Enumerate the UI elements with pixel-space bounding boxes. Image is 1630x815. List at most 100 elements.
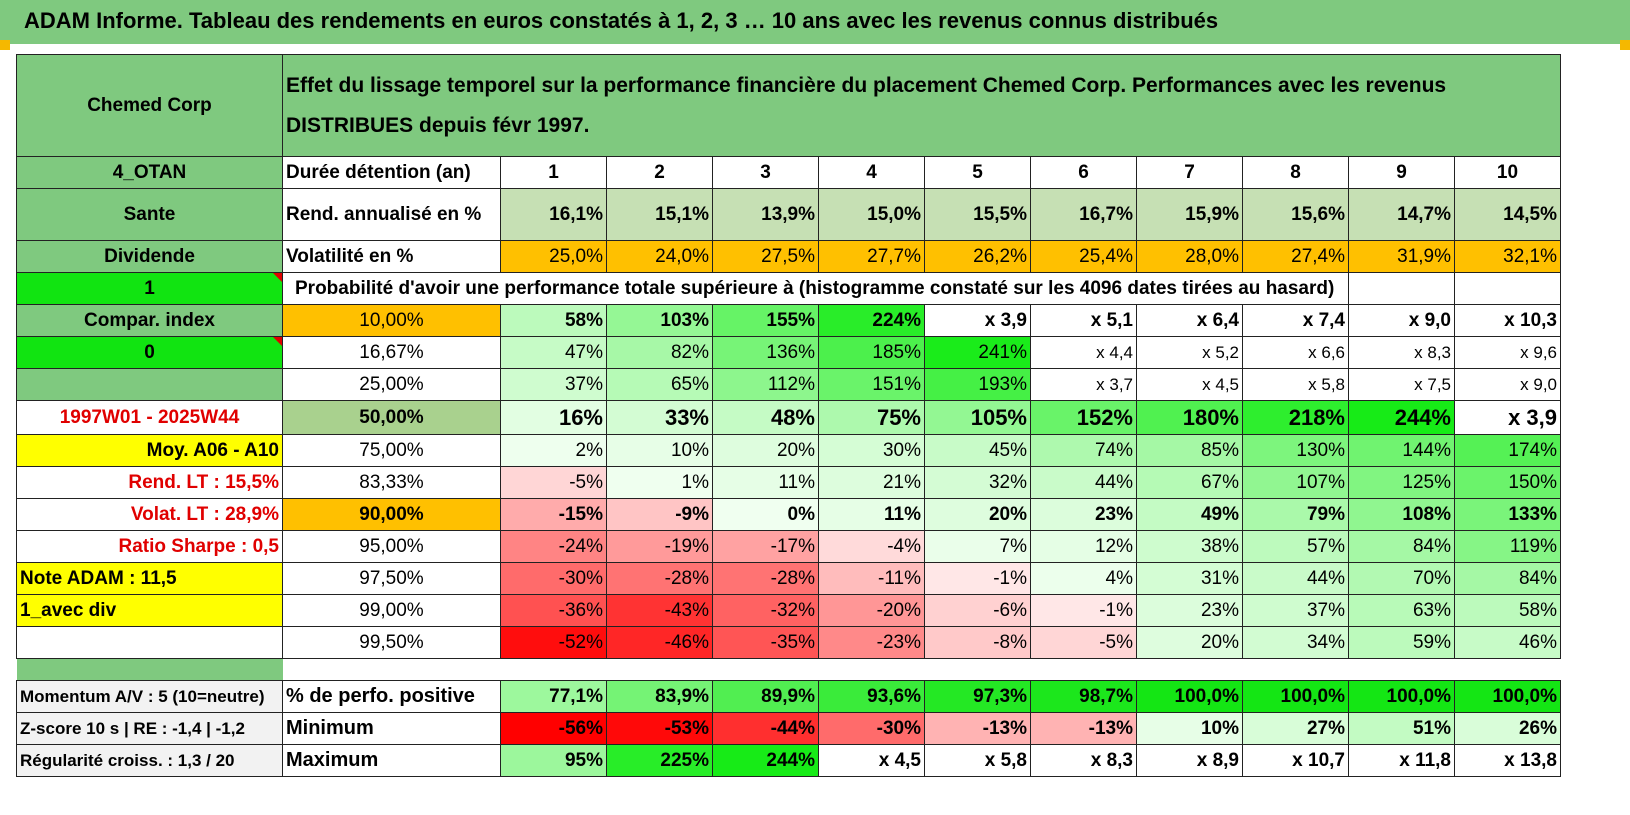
matrix-cell: 31% — [1136, 562, 1243, 595]
gap-cell — [283, 659, 501, 681]
footer-value: -30% — [818, 712, 925, 745]
rend-value: 15,5% — [924, 188, 1031, 241]
footer-value: x 8,3 — [1030, 744, 1137, 777]
matrix-cell: 16% — [500, 400, 607, 435]
vol-value: 24,0% — [606, 240, 713, 273]
matrix-cell: 133% — [1454, 498, 1561, 531]
year-header: 2 — [606, 156, 713, 189]
matrix-cell: -8% — [924, 626, 1031, 659]
gap-cell — [1031, 659, 1137, 681]
matrix-cell: 12% — [1030, 530, 1137, 563]
percentile-cell: 99,50% — [282, 626, 501, 659]
matrix-cell: 70% — [1348, 562, 1455, 595]
vol-value: 26,2% — [924, 240, 1031, 273]
side-label — [16, 626, 283, 659]
vol-value: 31,9% — [1348, 240, 1455, 273]
matrix-cell: x 6,4 — [1136, 304, 1243, 337]
matrix-cell: -19% — [606, 530, 713, 563]
matrix-cell: 241% — [924, 336, 1031, 369]
matrix-cell: 11% — [818, 498, 925, 531]
matrix-cell: 185% — [818, 336, 925, 369]
footer-label: % de perfo. positive — [282, 680, 501, 713]
footer-value: x 4,5 — [818, 744, 925, 777]
matrix-cell: 2% — [500, 434, 607, 467]
rend-value: 13,9% — [712, 188, 819, 241]
percentile-row: Ratio Sharpe : 0,5 95,00% -24% -19% -17% -4% 7… — [16, 530, 1561, 563]
rend-value: 14,5% — [1454, 188, 1561, 241]
percentile-cell: 75,00% — [282, 434, 501, 467]
company-name: Chemed Corp — [16, 54, 283, 157]
proba-row: 1 Probabilité d'avoir une performance tot… — [16, 272, 1561, 305]
vol-label: Volatilité en % — [282, 240, 501, 273]
matrix-cell: 38% — [1136, 530, 1243, 563]
vol-value: 28,0% — [1136, 240, 1243, 273]
gap-cell — [1349, 659, 1455, 681]
gap-cell — [1455, 659, 1561, 681]
matrix-cell: 44% — [1030, 466, 1137, 499]
matrix-cell: 10% — [606, 434, 713, 467]
matrix-cell: -5% — [1030, 626, 1137, 659]
side-label — [16, 368, 283, 401]
percentile-cell: 50,00% — [282, 400, 501, 435]
matrix-cell: 21% — [818, 466, 925, 499]
matrix-cell: 244% — [1348, 400, 1455, 435]
percentile-row: 1_avec div 99,00% -36% -43% -32% -20% -6% -1% 23… — [16, 594, 1561, 627]
gap-cell — [1137, 659, 1243, 681]
footer-value: -13% — [1030, 712, 1137, 745]
duration-label: Durée détention (an) — [282, 156, 501, 189]
footer-value: 244% — [712, 744, 819, 777]
matrix-cell: 46% — [1454, 626, 1561, 659]
footer-value: x 11,8 — [1348, 744, 1455, 777]
matrix-cell: x 6,6 — [1242, 336, 1349, 369]
vol-value: 25,0% — [500, 240, 607, 273]
matrix-cell: 74% — [1030, 434, 1137, 467]
matrix-cell: -32% — [712, 594, 819, 627]
vol-value: 25,4% — [1030, 240, 1137, 273]
percentile-row: Moy. A06 - A10 75,00% 2% 10% 20% 30% 45% 74% 85%… — [16, 434, 1561, 467]
footer-value: 100,0% — [1242, 680, 1349, 713]
footer-value: 100,0% — [1136, 680, 1243, 713]
percentile-row: Volat. LT : 28,9% 90,00% -15% -9% 0% 11% 20% 23… — [16, 498, 1561, 531]
percentile-cell: 25,00% — [282, 368, 501, 401]
matrix-cell: 103% — [606, 304, 713, 337]
matrix-cell: 37% — [500, 368, 607, 401]
matrix-cell: x 3,7 — [1030, 368, 1137, 401]
matrix-cell: 108% — [1348, 498, 1455, 531]
percentile-row: Compar. index 10,00% 58% 103% 155% 224% x 3,9 x… — [16, 304, 1561, 337]
header-row: Chemed Corp Effet du lissage temporel sur… — [16, 54, 1561, 157]
percentile-cell: 99,00% — [282, 594, 501, 627]
side-label: Note ADAM : 11,5 — [16, 562, 283, 595]
matrix-cell: -28% — [606, 562, 713, 595]
matrix-cell: 130% — [1242, 434, 1349, 467]
matrix-cell: 224% — [818, 304, 925, 337]
empty-cell — [1454, 272, 1561, 305]
matrix-cell: 218% — [1242, 400, 1349, 435]
rend-value: 16,1% — [500, 188, 607, 241]
matrix-cell: 1% — [606, 466, 713, 499]
matrix-cell: -4% — [818, 530, 925, 563]
matrix-cell: 34% — [1242, 626, 1349, 659]
footer-row: Régularité croiss. : 1,3 / 20 Maximum 95% 2… — [16, 744, 1561, 777]
rend-value: 15,1% — [606, 188, 713, 241]
matrix-cell: 75% — [818, 400, 925, 435]
corner-marker-right — [1620, 40, 1630, 50]
matrix-cell: 7% — [924, 530, 1031, 563]
empty-cell — [1348, 272, 1455, 305]
footer-value: -13% — [924, 712, 1031, 745]
matrix-cell: -46% — [606, 626, 713, 659]
matrix-cell: 174% — [1454, 434, 1561, 467]
matrix-cell: 180% — [1136, 400, 1243, 435]
matrix-cell: x 7,5 — [1348, 368, 1455, 401]
matrix-cell: 119% — [1454, 530, 1561, 563]
rend-value: 15,6% — [1242, 188, 1349, 241]
footer-row: Momentum A/V : 5 (10=neutre)% de perfo. … — [16, 680, 1561, 713]
matrix-cell: 45% — [924, 434, 1031, 467]
vol-value: 32,1% — [1454, 240, 1561, 273]
year-header: 1 — [500, 156, 607, 189]
footer-value: 225% — [606, 744, 713, 777]
matrix-cell: 20% — [924, 498, 1031, 531]
matrix-cell: -9% — [606, 498, 713, 531]
rend-label: Rend. annualisé en % — [282, 188, 501, 241]
vol-row: Dividende Volatilité en % 25,0% 24,0% 27,5% 2… — [16, 240, 1561, 273]
report-title: ADAM Informe. Tableau des rendements en … — [24, 8, 1219, 33]
